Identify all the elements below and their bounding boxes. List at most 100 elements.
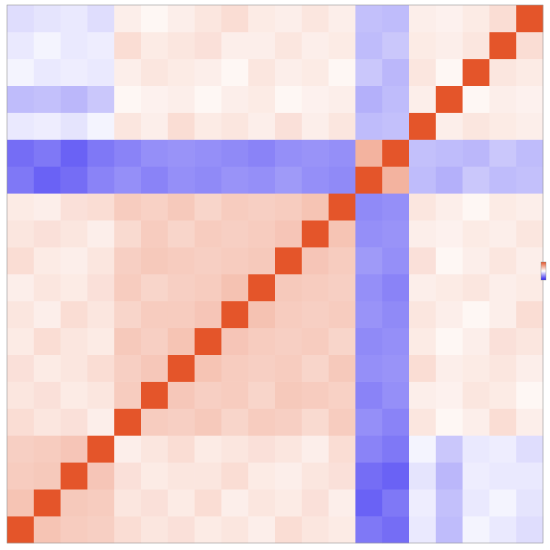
heatmap-cell bbox=[301, 5, 329, 33]
heatmap-cell bbox=[275, 85, 303, 113]
heatmap-cell bbox=[33, 408, 61, 436]
heatmap-cell bbox=[194, 381, 222, 409]
heatmap-cell bbox=[60, 300, 88, 329]
heatmap-cell bbox=[409, 85, 437, 113]
heatmap-cell bbox=[409, 166, 437, 194]
heatmap-cell bbox=[301, 139, 329, 167]
heatmap-cell bbox=[7, 408, 35, 436]
heatmap-cell bbox=[60, 139, 88, 167]
heatmap-cell bbox=[275, 327, 303, 355]
heatmap-cell bbox=[248, 489, 276, 517]
heatmap-cell bbox=[7, 85, 35, 113]
heatmap-cell bbox=[87, 58, 115, 86]
heatmap-cell bbox=[435, 489, 463, 517]
heatmap-cell bbox=[194, 31, 222, 60]
heatmap-cell bbox=[87, 516, 115, 544]
heatmap-cell bbox=[275, 112, 303, 140]
heatmap-cell bbox=[489, 247, 517, 275]
heatmap-cell bbox=[435, 166, 463, 194]
heatmap-cell bbox=[516, 5, 544, 33]
heatmap-cell bbox=[435, 247, 463, 275]
heatmap-cell bbox=[516, 381, 544, 409]
heatmap-cell bbox=[489, 58, 517, 86]
heatmap-cell bbox=[489, 220, 517, 248]
heatmap-cell bbox=[194, 489, 222, 517]
heatmap-cell bbox=[141, 193, 169, 221]
heatmap-cell bbox=[328, 220, 356, 248]
heatmap-cells bbox=[7, 5, 544, 544]
heatmap-cell bbox=[355, 274, 383, 302]
heatmap-cell bbox=[60, 354, 88, 382]
heatmap-cell bbox=[462, 435, 490, 463]
heatmap-cell bbox=[462, 112, 490, 140]
heatmap-cell bbox=[194, 327, 222, 355]
heatmap-cell bbox=[60, 5, 88, 33]
heatmap-cell bbox=[33, 381, 61, 409]
heatmap-cell bbox=[221, 193, 249, 221]
heatmap-cell bbox=[275, 381, 303, 409]
heatmap-cell bbox=[516, 435, 544, 463]
heatmap-cell bbox=[114, 327, 142, 355]
heatmap-cell bbox=[275, 166, 303, 194]
heatmap-cell bbox=[489, 139, 517, 167]
heatmap-cell bbox=[275, 489, 303, 517]
heatmap-cell bbox=[382, 5, 410, 33]
heatmap-cell bbox=[382, 166, 410, 194]
heatmap-cell bbox=[382, 85, 410, 113]
heatmap-cell bbox=[33, 5, 61, 33]
heatmap-cell bbox=[275, 300, 303, 329]
heatmap-cell bbox=[355, 354, 383, 382]
heatmap-cell bbox=[141, 58, 169, 86]
heatmap-cell bbox=[87, 489, 115, 517]
heatmap-cell bbox=[33, 247, 61, 275]
heatmap-cell bbox=[382, 58, 410, 86]
heatmap-cell bbox=[355, 381, 383, 409]
heatmap-cell bbox=[462, 408, 490, 436]
heatmap-cell bbox=[87, 381, 115, 409]
heatmap-cell bbox=[7, 166, 35, 194]
heatmap-cell bbox=[87, 327, 115, 355]
heatmap-cell bbox=[167, 408, 195, 436]
heatmap-cell bbox=[33, 31, 61, 60]
heatmap-cell bbox=[114, 462, 142, 490]
heatmap-cell bbox=[114, 31, 142, 60]
heatmap-cell bbox=[221, 462, 249, 490]
heatmap-cell bbox=[114, 300, 142, 329]
heatmap-cell bbox=[87, 408, 115, 436]
heatmap-cell bbox=[194, 516, 222, 544]
heatmap-cell bbox=[328, 516, 356, 544]
heatmap-cell bbox=[7, 381, 35, 409]
heatmap-cell bbox=[221, 5, 249, 33]
heatmap-cell bbox=[60, 327, 88, 355]
heatmap-cell bbox=[114, 139, 142, 167]
heatmap-cell bbox=[194, 300, 222, 329]
heatmap-cell bbox=[328, 5, 356, 33]
heatmap-cell bbox=[33, 58, 61, 86]
heatmap-cell bbox=[382, 381, 410, 409]
heatmap-cell bbox=[516, 220, 544, 248]
heatmap-cell bbox=[435, 85, 463, 113]
heatmap-cell bbox=[275, 193, 303, 221]
heatmap-cell bbox=[516, 516, 544, 544]
heatmap-cell bbox=[167, 300, 195, 329]
heatmap-cell bbox=[87, 112, 115, 140]
heatmap-cell bbox=[409, 31, 437, 60]
heatmap-cell bbox=[355, 489, 383, 517]
heatmap-cell bbox=[382, 327, 410, 355]
heatmap-cell bbox=[7, 489, 35, 517]
heatmap-cell bbox=[275, 220, 303, 248]
heatmap-cell bbox=[248, 31, 276, 60]
heatmap-cell bbox=[301, 489, 329, 517]
heatmap-cell bbox=[489, 462, 517, 490]
heatmap-cell bbox=[194, 5, 222, 33]
heatmap-cell bbox=[355, 220, 383, 248]
heatmap-cell bbox=[462, 166, 490, 194]
heatmap-cell bbox=[87, 31, 115, 60]
heatmap-cell bbox=[435, 58, 463, 86]
heatmap-cell bbox=[462, 139, 490, 167]
heatmap-cell bbox=[114, 435, 142, 463]
heatmap-cell bbox=[516, 327, 544, 355]
heatmap-cell bbox=[221, 166, 249, 194]
heatmap-cell bbox=[141, 166, 169, 194]
heatmap-cell bbox=[60, 58, 88, 86]
